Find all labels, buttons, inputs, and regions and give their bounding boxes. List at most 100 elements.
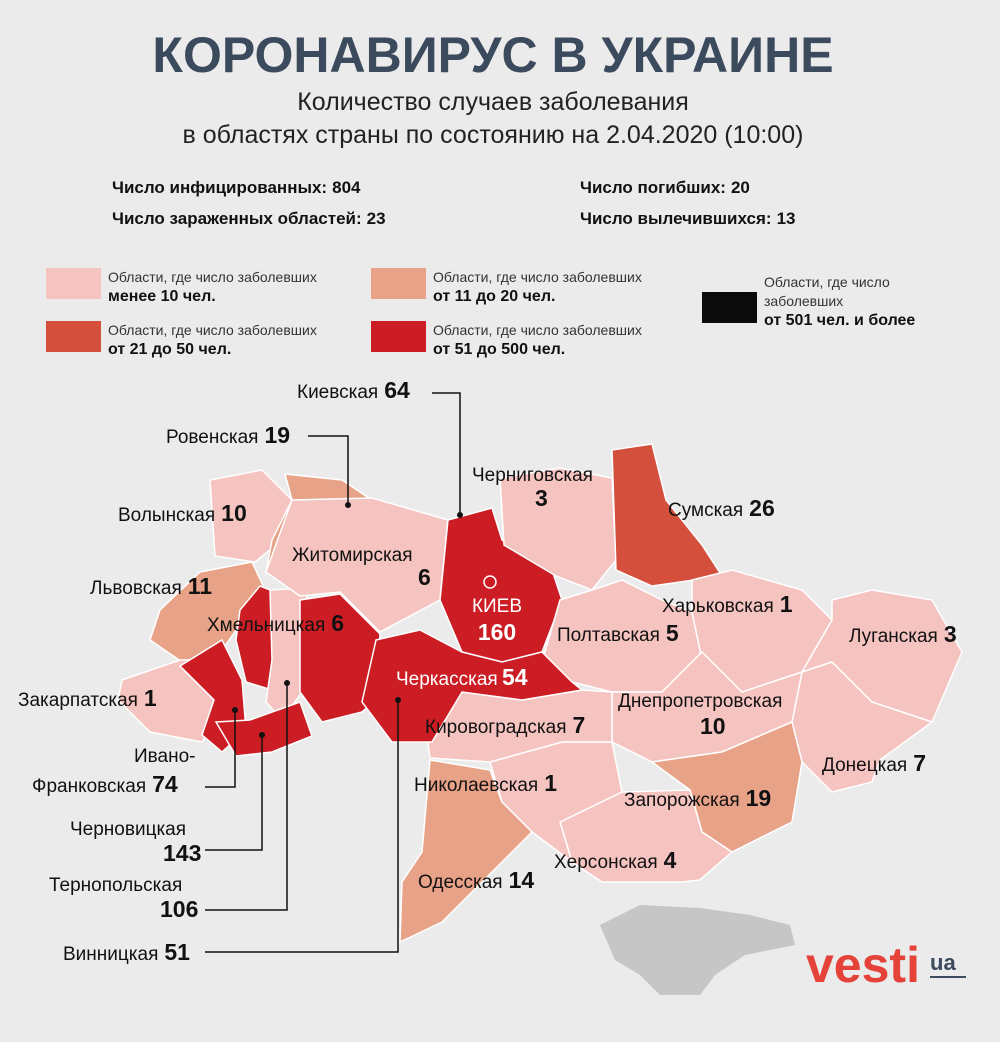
stat-value: 13 bbox=[777, 209, 796, 228]
stat: Число зараженных областей: 23 bbox=[112, 209, 386, 228]
region-value: 54 bbox=[502, 664, 528, 690]
region-name: Ровенская 19 bbox=[166, 422, 290, 448]
region-value: 7 bbox=[913, 750, 926, 776]
region-name-text: Хмельницкая bbox=[207, 615, 325, 636]
region-name-text: Киевская bbox=[297, 382, 378, 403]
region-name: Одесская 14 bbox=[418, 867, 534, 893]
leader-dot bbox=[395, 697, 401, 703]
region-name-text: Винницкая bbox=[63, 944, 158, 965]
region-name-text: Херсонская bbox=[554, 852, 658, 873]
region-name: Житомирская bbox=[292, 545, 413, 566]
region-name: Киевская 64 bbox=[297, 377, 410, 403]
region-name-text: Днепропетровская bbox=[618, 691, 782, 712]
leader-line bbox=[205, 700, 399, 953]
region-name: Полтавская 5 bbox=[557, 620, 679, 646]
region-value: 3 bbox=[535, 485, 548, 511]
region-name-text: Донецкая bbox=[822, 755, 907, 776]
region bbox=[559, 789, 734, 883]
stat: Число вылечившихся: 13 bbox=[580, 209, 796, 228]
stat: Число погибших: 20 bbox=[580, 178, 750, 197]
crimea bbox=[600, 905, 795, 995]
leader-line bbox=[205, 735, 263, 851]
region-name: Николаевская 1 bbox=[414, 770, 557, 796]
logo-brand: vesti bbox=[806, 937, 920, 993]
region bbox=[499, 467, 617, 591]
stat-value: 804 bbox=[332, 178, 361, 197]
stat-value: 23 bbox=[367, 209, 386, 228]
region-name: Франковская 74 bbox=[32, 771, 178, 797]
legend-range: от 501 чел. и более bbox=[764, 312, 915, 329]
region-value: 14 bbox=[509, 867, 535, 893]
region-name-text: Черниговская bbox=[472, 465, 593, 486]
legend-range: от 21 до 50 чел. bbox=[108, 341, 231, 358]
legend-text: Области, где число заболевших bbox=[108, 269, 317, 285]
region-value: 10 bbox=[700, 713, 726, 739]
region bbox=[611, 443, 724, 587]
region-name: Ивано- bbox=[134, 746, 196, 767]
leader-dot bbox=[259, 732, 265, 738]
region-name: Луганская 3 bbox=[849, 621, 957, 647]
logo-domain: ua bbox=[930, 950, 956, 975]
region-value: 4 bbox=[664, 847, 677, 873]
region-name: Львовская 11 bbox=[90, 573, 212, 599]
region-name: Днепропетровская bbox=[618, 691, 782, 712]
region-value: 1 bbox=[144, 685, 157, 711]
stat-label: Число зараженных областей: bbox=[112, 209, 362, 228]
region-value: 5 bbox=[666, 620, 679, 646]
region-name: Винницкая 51 bbox=[63, 939, 190, 965]
region-name: КИЕВ bbox=[472, 596, 522, 617]
region bbox=[361, 629, 584, 743]
region-name-text: Закарпатская bbox=[18, 690, 138, 711]
legend-text: Области, где число заболевших bbox=[433, 269, 642, 285]
region-value: 1 bbox=[780, 591, 793, 617]
region-name-text: Полтавская bbox=[557, 625, 660, 646]
region-name: Черновицкая bbox=[70, 819, 186, 840]
region-value: 143 bbox=[163, 840, 201, 866]
legend-swatch bbox=[46, 321, 101, 352]
region-value: 64 bbox=[384, 377, 410, 403]
region-name-text: Франковская bbox=[32, 776, 146, 797]
region-name-text: Одесская bbox=[418, 872, 503, 893]
region-name-text: Кировоградская bbox=[425, 717, 567, 738]
region-value: 6 bbox=[331, 610, 344, 636]
region-name-text: Тернопольская bbox=[49, 875, 182, 896]
region-name: Харьковская 1 bbox=[662, 591, 793, 617]
region-name: Черниговская bbox=[472, 465, 593, 486]
legend-swatch bbox=[371, 321, 426, 352]
leader-line bbox=[205, 683, 288, 911]
region-name-text: Луганская bbox=[849, 626, 938, 647]
leader-line bbox=[308, 435, 349, 505]
region-name-text: Львовская bbox=[90, 578, 182, 599]
region-name: Сумская 26 bbox=[668, 495, 775, 521]
region-value: 1 bbox=[544, 770, 557, 796]
region bbox=[611, 650, 803, 763]
region-value: 11 bbox=[188, 573, 213, 599]
region-name: Закарпатская 1 bbox=[18, 685, 157, 711]
region-name-text: Житомирская bbox=[292, 545, 413, 566]
region-name-text: Черновицкая bbox=[70, 819, 186, 840]
region-value: 106 bbox=[160, 896, 198, 922]
leader-line bbox=[205, 710, 236, 788]
city-marker bbox=[483, 575, 497, 589]
legend-text: Области, где число bbox=[764, 274, 890, 290]
region-name-text: Сумская bbox=[668, 500, 743, 521]
legend-range: от 11 до 20 чел. bbox=[433, 288, 555, 305]
region-name: Донецкая 7 bbox=[822, 750, 926, 776]
legend-range: менее 10 чел. bbox=[108, 288, 216, 305]
region-value: 160 bbox=[478, 619, 516, 645]
legend-swatch bbox=[371, 268, 426, 299]
stat: Число инфицированных: 804 bbox=[112, 178, 361, 197]
region-name-text: Ровенская bbox=[166, 427, 258, 448]
region-name: Запорожская 19 bbox=[624, 785, 771, 811]
region-value: 51 bbox=[164, 939, 190, 965]
region-name-text: Харьковская bbox=[662, 596, 774, 617]
region-name: Черкасская bbox=[396, 669, 498, 690]
legend-text: заболевших bbox=[764, 293, 843, 309]
leader-dot bbox=[457, 512, 463, 518]
title: КОРОНАВИРУС В УКРАИНЕ bbox=[152, 27, 833, 83]
region-value: 7 bbox=[573, 712, 586, 738]
stat-label: Число инфицированных: bbox=[112, 178, 327, 197]
region-value: 3 bbox=[944, 621, 957, 647]
